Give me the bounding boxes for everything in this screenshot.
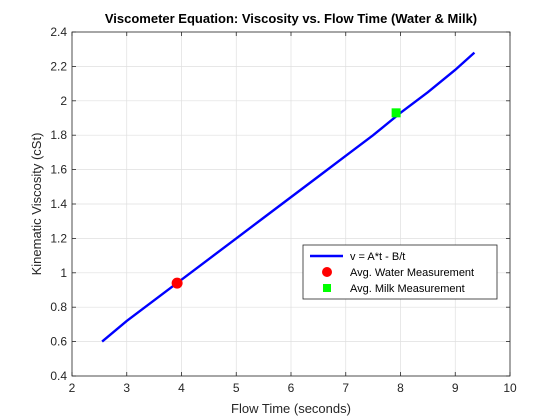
y-tick-label: 2: [60, 94, 67, 108]
x-tick-label: 6: [288, 381, 295, 395]
x-tick-label: 2: [69, 381, 76, 395]
legend: v = A*t - B/t Avg. Water Measurement Avg. …: [302, 244, 498, 300]
y-tick-label: 0.6: [50, 335, 67, 349]
axis-ticks: 2 3 4 5 6 7 8 9 10 0.4 0.6 0.8 1 1.2 1.4 1.6 1.8 2 2.2 2.4: [50, 25, 517, 395]
y-tick-label: 2.4: [50, 25, 67, 39]
x-tick-label: 3: [123, 381, 130, 395]
x-tick-label: 5: [233, 381, 240, 395]
legend-label: Avg. Water Measurement: [350, 267, 474, 279]
x-tick-label: 8: [397, 381, 404, 395]
water-measurement-point: [171, 277, 183, 289]
y-tick-label: 1.8: [50, 128, 67, 142]
legend-label: v = A*t - B/t: [350, 251, 405, 263]
legend-circle-swatch: [322, 267, 332, 277]
grid-lines: [71, 31, 511, 377]
x-axis-label: Flow Time (seconds): [231, 401, 351, 416]
y-tick-label: 0.4: [50, 369, 67, 383]
milk-measurement-point: [391, 108, 401, 118]
series-layer: [101, 51, 476, 343]
y-tick-label: 1.6: [50, 163, 67, 177]
x-tick-label: 9: [452, 381, 459, 395]
y-tick-label: 2.2: [50, 59, 67, 73]
legend-square-swatch: [323, 284, 331, 292]
y-tick-label: 0.8: [50, 300, 67, 314]
chart-title: Viscometer Equation: Viscosity vs. Flow …: [105, 11, 477, 26]
y-tick-label: 1.2: [50, 231, 67, 245]
y-axis-label: Kinematic Viscosity (cSt): [29, 133, 44, 276]
y-tick-label: 1.4: [50, 197, 67, 211]
y-tick-label: 1: [60, 266, 67, 280]
x-tick-label: 10: [503, 381, 517, 395]
series-line-fit: [101, 51, 476, 343]
x-tick-label: 4: [178, 381, 185, 395]
x-tick-label: 7: [342, 381, 349, 395]
legend-label: Avg. Milk Measurement: [350, 283, 465, 295]
legend-box: [302, 244, 498, 300]
